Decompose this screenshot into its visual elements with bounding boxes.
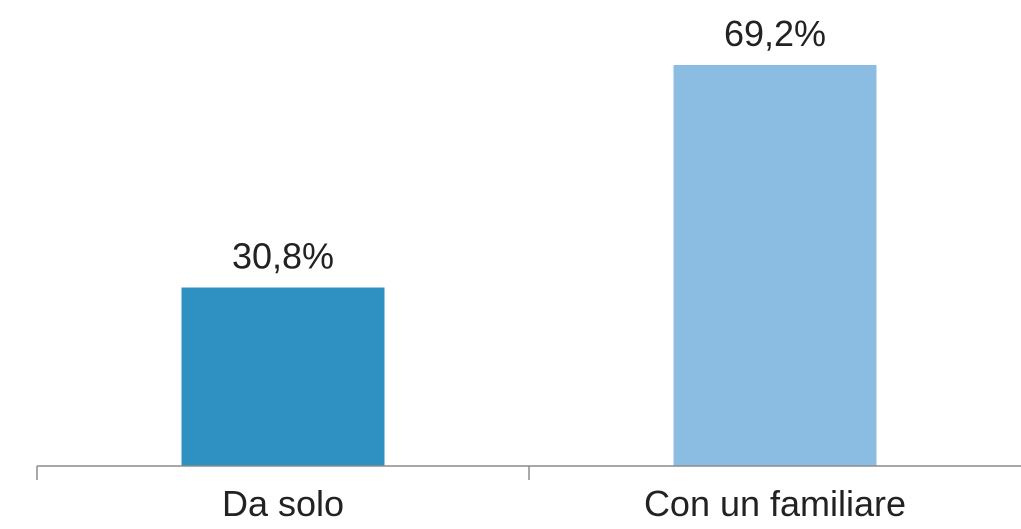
bar-value-label: 30,8% [232, 236, 334, 277]
bars-group [181, 65, 877, 466]
value-labels-group: 30,8% 69,2% [232, 13, 826, 277]
x-axis-tick-labels-group: Da solo Con un familiare [222, 483, 906, 524]
bar-2 [673, 65, 877, 466]
x-axis-category-label: Da solo [222, 483, 344, 524]
x-axis-ticks-group [36, 466, 530, 480]
x-axis-category-label: Con un familiare [644, 483, 906, 524]
bar-1 [181, 287, 385, 466]
bar-value-label: 69,2% [724, 13, 826, 54]
